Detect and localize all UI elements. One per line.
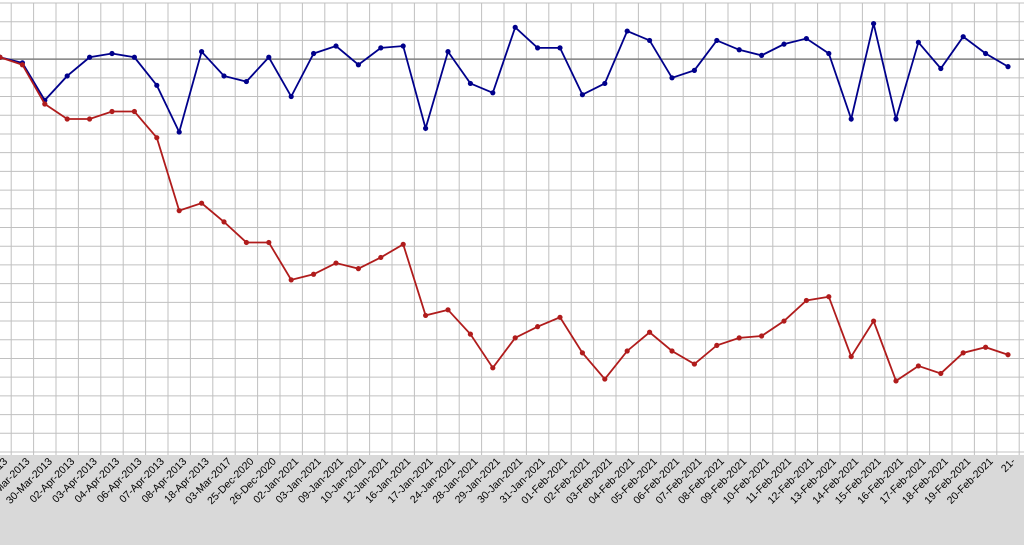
- point: [579, 350, 586, 356]
- point: [423, 125, 429, 131]
- point: [579, 92, 586, 98]
- point: [131, 108, 137, 115]
- point: [512, 335, 518, 341]
- series-line: [0, 23, 1009, 135]
- point: [266, 239, 272, 246]
- point: [131, 54, 137, 60]
- point: [266, 54, 272, 60]
- point: [803, 35, 810, 42]
- point: [624, 28, 630, 34]
- point: [848, 353, 854, 360]
- point: [826, 50, 832, 57]
- point: [87, 116, 93, 122]
- point: [243, 239, 249, 246]
- point: [355, 266, 361, 272]
- point: [378, 254, 384, 261]
- point: [983, 50, 989, 57]
- point: [938, 65, 944, 72]
- point: [64, 116, 70, 122]
- point: [1005, 352, 1011, 358]
- point: [691, 67, 698, 73]
- point: [221, 73, 227, 79]
- point: [199, 49, 205, 55]
- point: [490, 90, 496, 96]
- point: [0, 54, 3, 60]
- point: [602, 376, 608, 382]
- point: [938, 370, 944, 377]
- point: [915, 39, 922, 45]
- point: [467, 80, 473, 87]
- point: [915, 363, 922, 369]
- point: [848, 116, 854, 122]
- point: [288, 93, 294, 100]
- point: [714, 37, 720, 44]
- point: [109, 50, 115, 57]
- point: [400, 241, 406, 247]
- point: [176, 129, 182, 135]
- point: [355, 62, 361, 68]
- series-line: [0, 56, 1009, 383]
- point: [893, 378, 899, 384]
- point: [221, 219, 227, 225]
- point: [535, 45, 541, 51]
- point: [423, 312, 429, 319]
- point: [19, 62, 25, 68]
- point: [445, 307, 451, 313]
- point: [983, 344, 989, 350]
- point: [893, 116, 899, 122]
- point: [154, 135, 160, 141]
- point: [669, 348, 675, 354]
- point: [602, 80, 608, 87]
- point: [781, 41, 787, 47]
- point: [535, 324, 541, 330]
- point: [557, 45, 563, 51]
- point: [176, 208, 182, 214]
- point: [400, 43, 406, 49]
- point: [333, 43, 339, 49]
- point: [154, 82, 160, 88]
- point: [64, 73, 70, 79]
- point: [333, 260, 339, 266]
- point: [624, 348, 630, 354]
- point: [42, 101, 48, 107]
- point: [759, 333, 765, 339]
- point: [243, 78, 249, 85]
- point: [871, 20, 877, 27]
- point: [199, 200, 205, 206]
- point: [512, 24, 518, 30]
- point: [759, 52, 765, 58]
- point: [445, 49, 451, 55]
- point: [311, 271, 317, 277]
- point: [736, 335, 742, 341]
- point: [557, 314, 563, 320]
- point: [714, 342, 720, 348]
- point: [109, 108, 115, 115]
- point: [378, 45, 384, 51]
- point: [736, 47, 742, 53]
- point: [669, 75, 675, 81]
- point: [87, 54, 93, 60]
- point: [467, 331, 473, 337]
- point: [288, 277, 294, 283]
- point: [871, 318, 877, 324]
- point: [781, 318, 787, 324]
- point: [647, 329, 653, 335]
- point: [490, 365, 496, 371]
- point: [960, 34, 966, 40]
- point: [647, 37, 653, 44]
- point: [960, 350, 966, 356]
- point: [1005, 64, 1011, 70]
- point: [691, 361, 698, 367]
- point: [803, 297, 810, 304]
- point: [311, 50, 317, 57]
- label-area: [0, 455, 1024, 545]
- point: [826, 294, 832, 300]
